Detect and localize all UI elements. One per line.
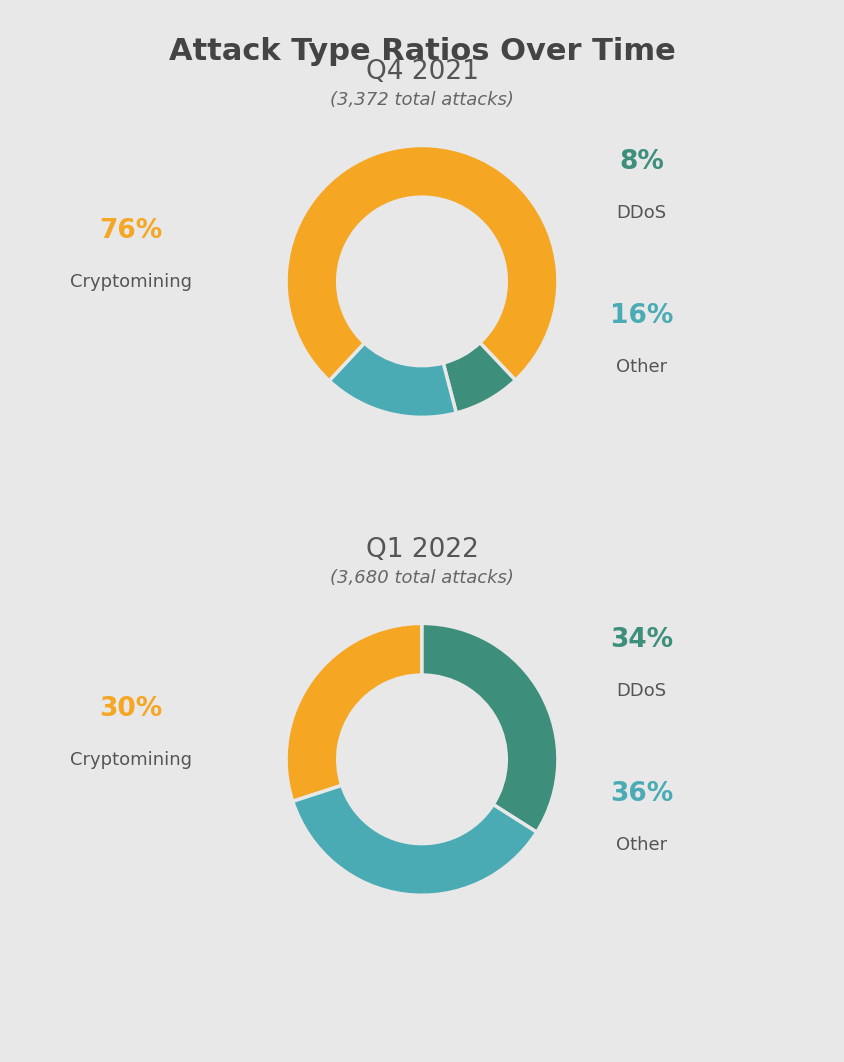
Text: Other: Other <box>616 836 667 854</box>
Text: DDoS: DDoS <box>616 682 667 700</box>
Text: (3,372 total attacks): (3,372 total attacks) <box>330 91 514 109</box>
Text: 34%: 34% <box>610 628 673 653</box>
Wedge shape <box>286 623 422 802</box>
Wedge shape <box>329 343 457 417</box>
Wedge shape <box>293 786 537 895</box>
Text: Cryptomining: Cryptomining <box>70 273 192 291</box>
Text: 8%: 8% <box>619 150 664 175</box>
Wedge shape <box>422 623 558 833</box>
Text: Attack Type Ratios Over Time: Attack Type Ratios Over Time <box>169 37 675 66</box>
Text: Q4 2021: Q4 2021 <box>365 59 479 85</box>
Text: (3,680 total attacks): (3,680 total attacks) <box>330 569 514 587</box>
Wedge shape <box>443 343 516 413</box>
Text: DDoS: DDoS <box>616 204 667 222</box>
Text: 16%: 16% <box>609 304 674 329</box>
Text: Cryptomining: Cryptomining <box>70 751 192 769</box>
Text: Other: Other <box>616 358 667 376</box>
Text: 36%: 36% <box>610 782 673 807</box>
Text: Q1 2022: Q1 2022 <box>365 537 479 563</box>
Text: 30%: 30% <box>100 697 162 722</box>
Text: 76%: 76% <box>100 219 162 244</box>
Wedge shape <box>286 145 558 381</box>
